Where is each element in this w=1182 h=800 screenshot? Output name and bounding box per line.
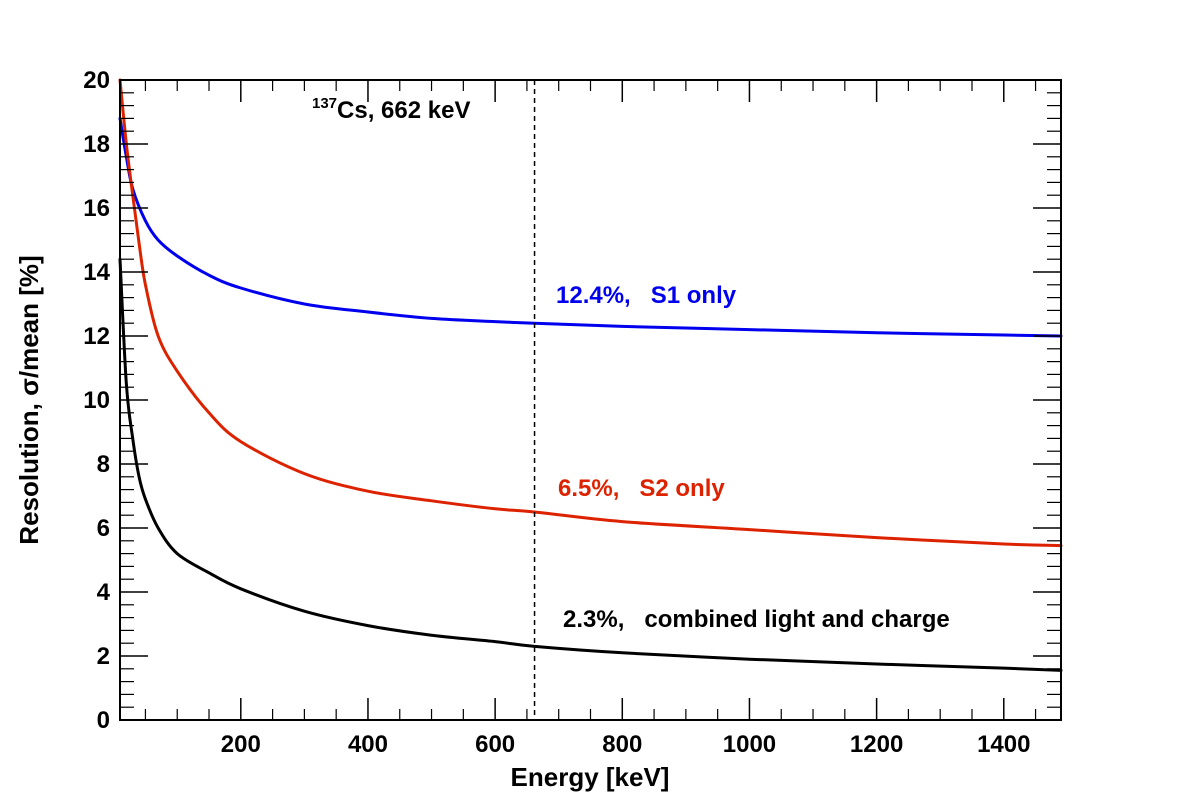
y-tick-label: 16 (83, 195, 110, 222)
y-tick-label: 4 (97, 579, 111, 606)
x-tick-label: 1200 (850, 731, 903, 758)
y-tick-label: 6 (97, 515, 110, 542)
marker-isotope-mass: 137 (312, 95, 337, 112)
y-tick-label: 20 (83, 67, 110, 94)
y-tick-label: 12 (83, 323, 110, 350)
x-tick-label: 800 (602, 731, 642, 758)
axis-tick-labels: 200 400 600 800 1000 1200 1400 0 2 4 6 8 10 12 14 16 18 2… (83, 67, 1030, 758)
y-tick-label: 2 (97, 643, 110, 670)
y-tick-label: 8 (97, 451, 110, 478)
y-tick-label: 18 (83, 131, 110, 158)
y-tick-label: 14 (83, 259, 110, 286)
x-axis-title: Energy [keV] (511, 762, 670, 792)
combined-annotation: 2.3%, combined light and charge (563, 606, 950, 633)
s2-series-line (118, 78, 1063, 548)
s2-annotation: 6.5%, S2 only (558, 475, 725, 502)
y-axis-title: Resolution, σ/mean [%] (14, 255, 44, 544)
x-tick-label: 200 (221, 731, 261, 758)
y-tick-label: 0 (97, 707, 110, 734)
s1-series-line (118, 116, 1063, 338)
marker-isotope-text: Cs, 662 keV (337, 97, 470, 124)
y-tick-label: 10 (83, 387, 110, 414)
axis-ticks (120, 79, 1061, 721)
x-tick-label: 400 (348, 731, 388, 758)
x-tick-label: 1400 (977, 731, 1030, 758)
x-tick-label: 1000 (723, 731, 776, 758)
s1-annotation: 12.4%, S1 only (556, 282, 737, 309)
series-curves (118, 78, 1063, 672)
combined-series-line (118, 257, 1063, 672)
x-tick-label: 600 (475, 731, 515, 758)
marker-isotope-annotation: 137Cs, 662 keV (312, 95, 470, 124)
